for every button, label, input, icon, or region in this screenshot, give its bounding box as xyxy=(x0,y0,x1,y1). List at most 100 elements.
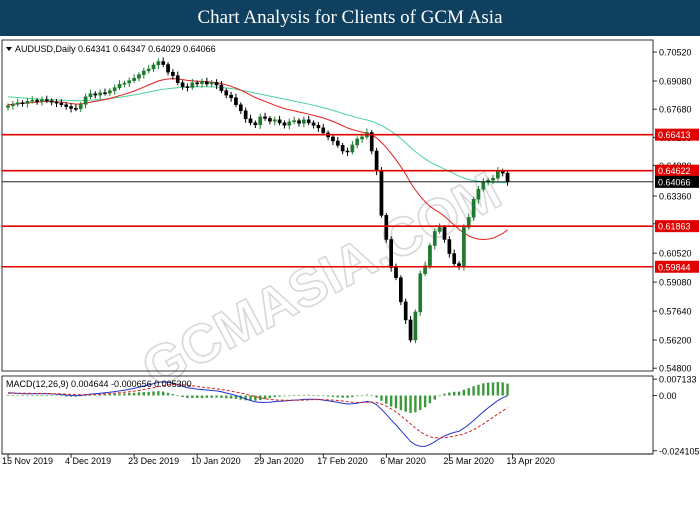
macd-y-tick-label: 0.00 xyxy=(659,391,677,401)
macd-histogram-bar xyxy=(506,383,509,396)
macd-histogram-bar xyxy=(356,395,359,397)
macd-histogram-bar xyxy=(394,395,398,409)
candle-body xyxy=(141,70,146,75)
y-tick-label: 0.56200 xyxy=(659,336,692,346)
macd-title: MACD(12,26,9) 0.004644 -0.000656 0.00530… xyxy=(6,379,192,389)
macd-histogram-bar xyxy=(486,382,490,396)
y-tick-label: 0.63360 xyxy=(659,192,692,202)
y-tick-label: 0.67680 xyxy=(659,105,692,115)
macd-main-line xyxy=(7,381,508,447)
macd-histogram-bar xyxy=(142,392,145,396)
macd-histogram-bar xyxy=(31,395,34,397)
dropdown-triangle-icon xyxy=(6,47,12,51)
candle-body xyxy=(78,104,83,110)
candle-body xyxy=(219,84,224,91)
ma-fast-line xyxy=(7,78,508,241)
macd-histogram-bar xyxy=(283,395,286,397)
macd-histogram-bar xyxy=(181,395,184,398)
macd-histogram-bar xyxy=(210,395,213,398)
candle-body xyxy=(44,99,49,101)
candle-body xyxy=(151,64,156,70)
x-tick-label: 13 Apr 2020 xyxy=(506,456,555,466)
chart-svg: GCMASIA.COM0.705200.690800.676800.662800… xyxy=(1,39,700,466)
level-label-bg xyxy=(655,164,699,177)
macd-histogram-bar xyxy=(157,391,160,396)
candle-body xyxy=(471,199,476,218)
macd-histogram-bar xyxy=(482,383,485,396)
macd-histogram-bar xyxy=(385,395,388,404)
candle-body xyxy=(146,68,151,72)
candle-body xyxy=(253,122,258,126)
ma-slow-line xyxy=(7,86,508,184)
candle-body xyxy=(379,170,384,216)
candle-body xyxy=(103,92,107,94)
macd-histogram-bar xyxy=(60,395,63,397)
candle-body xyxy=(229,94,233,98)
candle-body xyxy=(171,71,175,76)
y-tick-label: 0.69080 xyxy=(659,77,692,87)
macd-histogram-bar xyxy=(65,395,68,397)
candle-body xyxy=(316,125,321,129)
candle-body xyxy=(369,132,374,152)
candle-body xyxy=(428,245,432,266)
candle-body xyxy=(491,177,495,181)
y-tick-label: 0.54800 xyxy=(659,364,692,374)
level-label-bg xyxy=(655,128,699,141)
macd-histogram-bar xyxy=(351,395,354,398)
macd-histogram-bar xyxy=(346,395,349,398)
candle-body xyxy=(59,102,64,106)
candle-body xyxy=(243,110,248,120)
macd-y-tick-label: 0.007133 xyxy=(659,375,697,385)
candle-body xyxy=(355,138,360,146)
x-tick-label: 10 Jan 2020 xyxy=(191,456,241,466)
macd-histogram-bar xyxy=(457,391,461,396)
candle-body xyxy=(292,120,296,123)
macd-histogram-bar xyxy=(45,395,48,397)
macd-histogram-bar xyxy=(331,395,335,397)
macd-histogram-bar xyxy=(307,394,310,396)
candle-body xyxy=(122,82,127,85)
candle-body xyxy=(287,121,292,126)
candle-body xyxy=(442,227,447,240)
candle-body xyxy=(15,102,20,105)
candle-body xyxy=(132,77,136,81)
chart-area[interactable]: GCMASIA.COM0.705200.690800.676800.662800… xyxy=(0,36,700,500)
macd-histogram-bar xyxy=(21,395,24,397)
candle-body xyxy=(74,108,78,110)
macd-histogram-bar xyxy=(259,395,262,401)
macd-histogram-bar xyxy=(448,392,451,396)
macd-histogram-bar xyxy=(477,384,480,396)
level-label: 0.59844 xyxy=(658,262,691,272)
y-tick-label: 0.60520 xyxy=(659,249,692,259)
candle-body xyxy=(432,231,437,246)
macd-histogram-bar xyxy=(50,395,53,397)
candle-body xyxy=(83,96,88,105)
candle-body xyxy=(200,81,204,84)
candle-body xyxy=(35,100,39,102)
candle-body xyxy=(282,122,287,126)
candle-body xyxy=(234,97,238,106)
current-price-label-bg xyxy=(655,175,699,188)
x-tick-label: 6 Mar 2020 xyxy=(380,456,426,466)
macd-histogram-bar xyxy=(273,395,276,398)
macd-histogram-bar xyxy=(312,395,315,396)
macd-histogram-bar xyxy=(137,392,141,396)
candle-body xyxy=(384,215,389,240)
macd-histogram-bar xyxy=(365,394,369,396)
macd-histogram-bar xyxy=(433,395,436,400)
x-tick-label: 15 Nov 2019 xyxy=(2,456,53,466)
candle-body xyxy=(137,74,141,79)
macd-histogram-bar xyxy=(428,395,432,404)
candle-body xyxy=(209,82,214,85)
macd-histogram-bar xyxy=(326,395,330,397)
candle-body xyxy=(156,61,161,66)
macd-histogram-bar xyxy=(176,395,179,397)
macd-histogram-bar xyxy=(89,395,92,396)
candle-body xyxy=(340,145,345,152)
macd-histogram-bar xyxy=(453,391,456,396)
candle-body xyxy=(403,301,408,321)
current-price-label: 0.64066 xyxy=(658,177,691,187)
macd-histogram-bar xyxy=(491,382,495,396)
macd-histogram-bar xyxy=(118,393,121,396)
macd-histogram-bar xyxy=(195,395,199,399)
